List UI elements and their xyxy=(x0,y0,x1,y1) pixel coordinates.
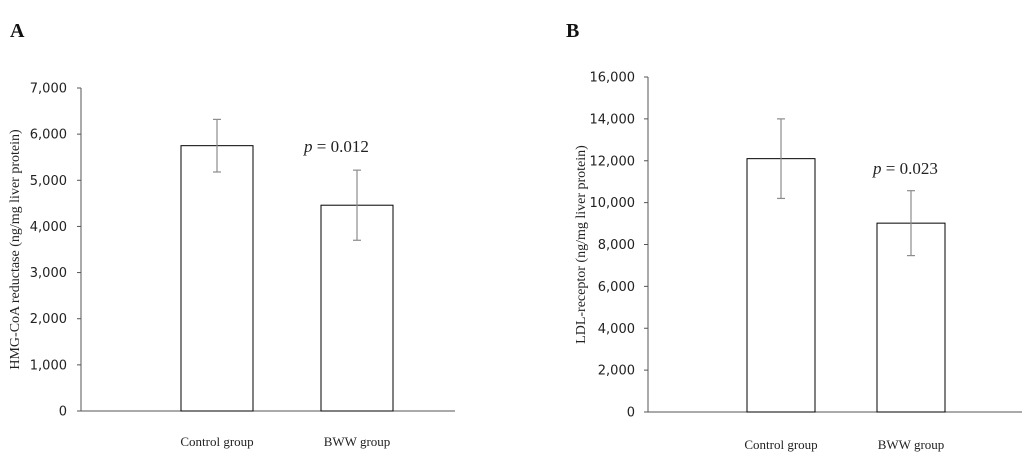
chart1-y-tick-label: 3,000 xyxy=(30,266,67,281)
chart1-y-tick-label: 7,000 xyxy=(30,82,67,97)
chart1-p-value-annotation: p = 0.012 xyxy=(303,137,369,156)
chart2-panel-label: B xyxy=(566,20,579,42)
chart2-p-value-symbol: p xyxy=(872,159,882,178)
chart2-category-label-2: BWW group xyxy=(878,437,945,452)
chart2-panel: B 0 2,000 4,000 6,000 8,000 10,000 12,000 14,000… xyxy=(566,20,1022,452)
chart1-y-tick-label: 6,000 xyxy=(30,128,67,143)
chart2-y-tick-label: 2,000 xyxy=(598,364,635,379)
chart2-y-tick-label: 10,000 xyxy=(590,196,636,211)
chart1-category-label-1: Control group xyxy=(180,434,253,449)
chart1-y-tick-label: 1,000 xyxy=(30,358,67,373)
chart1-p-value-text: = 0.012 xyxy=(313,137,369,156)
chart1-y-tick-label: 5,000 xyxy=(30,174,67,189)
chart2-y-tick-label: 8,000 xyxy=(598,238,635,253)
chart1-panel-label: A xyxy=(10,20,25,42)
chart2-y-tick-label: 6,000 xyxy=(598,280,635,295)
chart2-p-value-text: = 0.023 xyxy=(882,159,938,178)
chart2-p-value-annotation: p = 0.023 xyxy=(872,159,938,178)
chart1-y-axis-label: HMG-CoA reductase (ng/mg liver protein) xyxy=(8,129,23,370)
chart1-y-tick-label: 0 xyxy=(59,405,67,420)
chart1-y-tick-label: 2,000 xyxy=(30,312,67,327)
chart1-bar-1 xyxy=(180,145,254,412)
chart2-y-tick-label: 4,000 xyxy=(598,322,635,337)
chart2-category-label-1: Control group xyxy=(744,437,817,452)
chart1-panel: A 0 1,000 2,000 3,000 4,000 5,000 6,000 7,000 HMG… xyxy=(8,20,455,449)
chart2-bar-1 xyxy=(746,158,816,413)
chart2-y-tick-label: 0 xyxy=(627,406,635,421)
chart1-category-label-2: BWW group xyxy=(324,434,391,449)
chart1-y-tick-label: 4,000 xyxy=(30,220,67,235)
chart1-p-value-symbol: p xyxy=(303,137,313,156)
chart2-y-tick-label: 16,000 xyxy=(590,71,636,86)
chart2-y-axis-label: LDL-receptor (ng/mg liver protein) xyxy=(574,145,589,344)
chart2-y-tick-label: 14,000 xyxy=(590,112,636,127)
chart2-y-tick-label: 12,000 xyxy=(590,154,636,169)
